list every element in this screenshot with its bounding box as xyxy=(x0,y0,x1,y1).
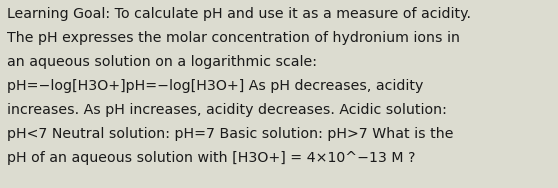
Text: Learning Goal: To calculate pH and use it as a measure of acidity.: Learning Goal: To calculate pH and use i… xyxy=(7,7,471,20)
Text: The pH expresses the molar concentration of hydronium ions in: The pH expresses the molar concentration… xyxy=(7,31,460,45)
Text: pH<7 Neutral solution: pH=7 Basic solution: pH>7 What is the: pH<7 Neutral solution: pH=7 Basic soluti… xyxy=(7,127,453,141)
Text: pH of an aqueous solution with [H3O+] = 4×10^−13 M ?: pH of an aqueous solution with [H3O+] = … xyxy=(7,151,415,165)
Text: increases. As pH increases, acidity decreases. Acidic solution:: increases. As pH increases, acidity decr… xyxy=(7,103,446,117)
Text: an aqueous solution on a logarithmic scale:: an aqueous solution on a logarithmic sca… xyxy=(7,55,317,69)
Text: pH=−log[H3O+]pH=−log[H3O+] As pH decreases, acidity: pH=−log[H3O+]pH=−log[H3O+] As pH decreas… xyxy=(7,79,423,93)
